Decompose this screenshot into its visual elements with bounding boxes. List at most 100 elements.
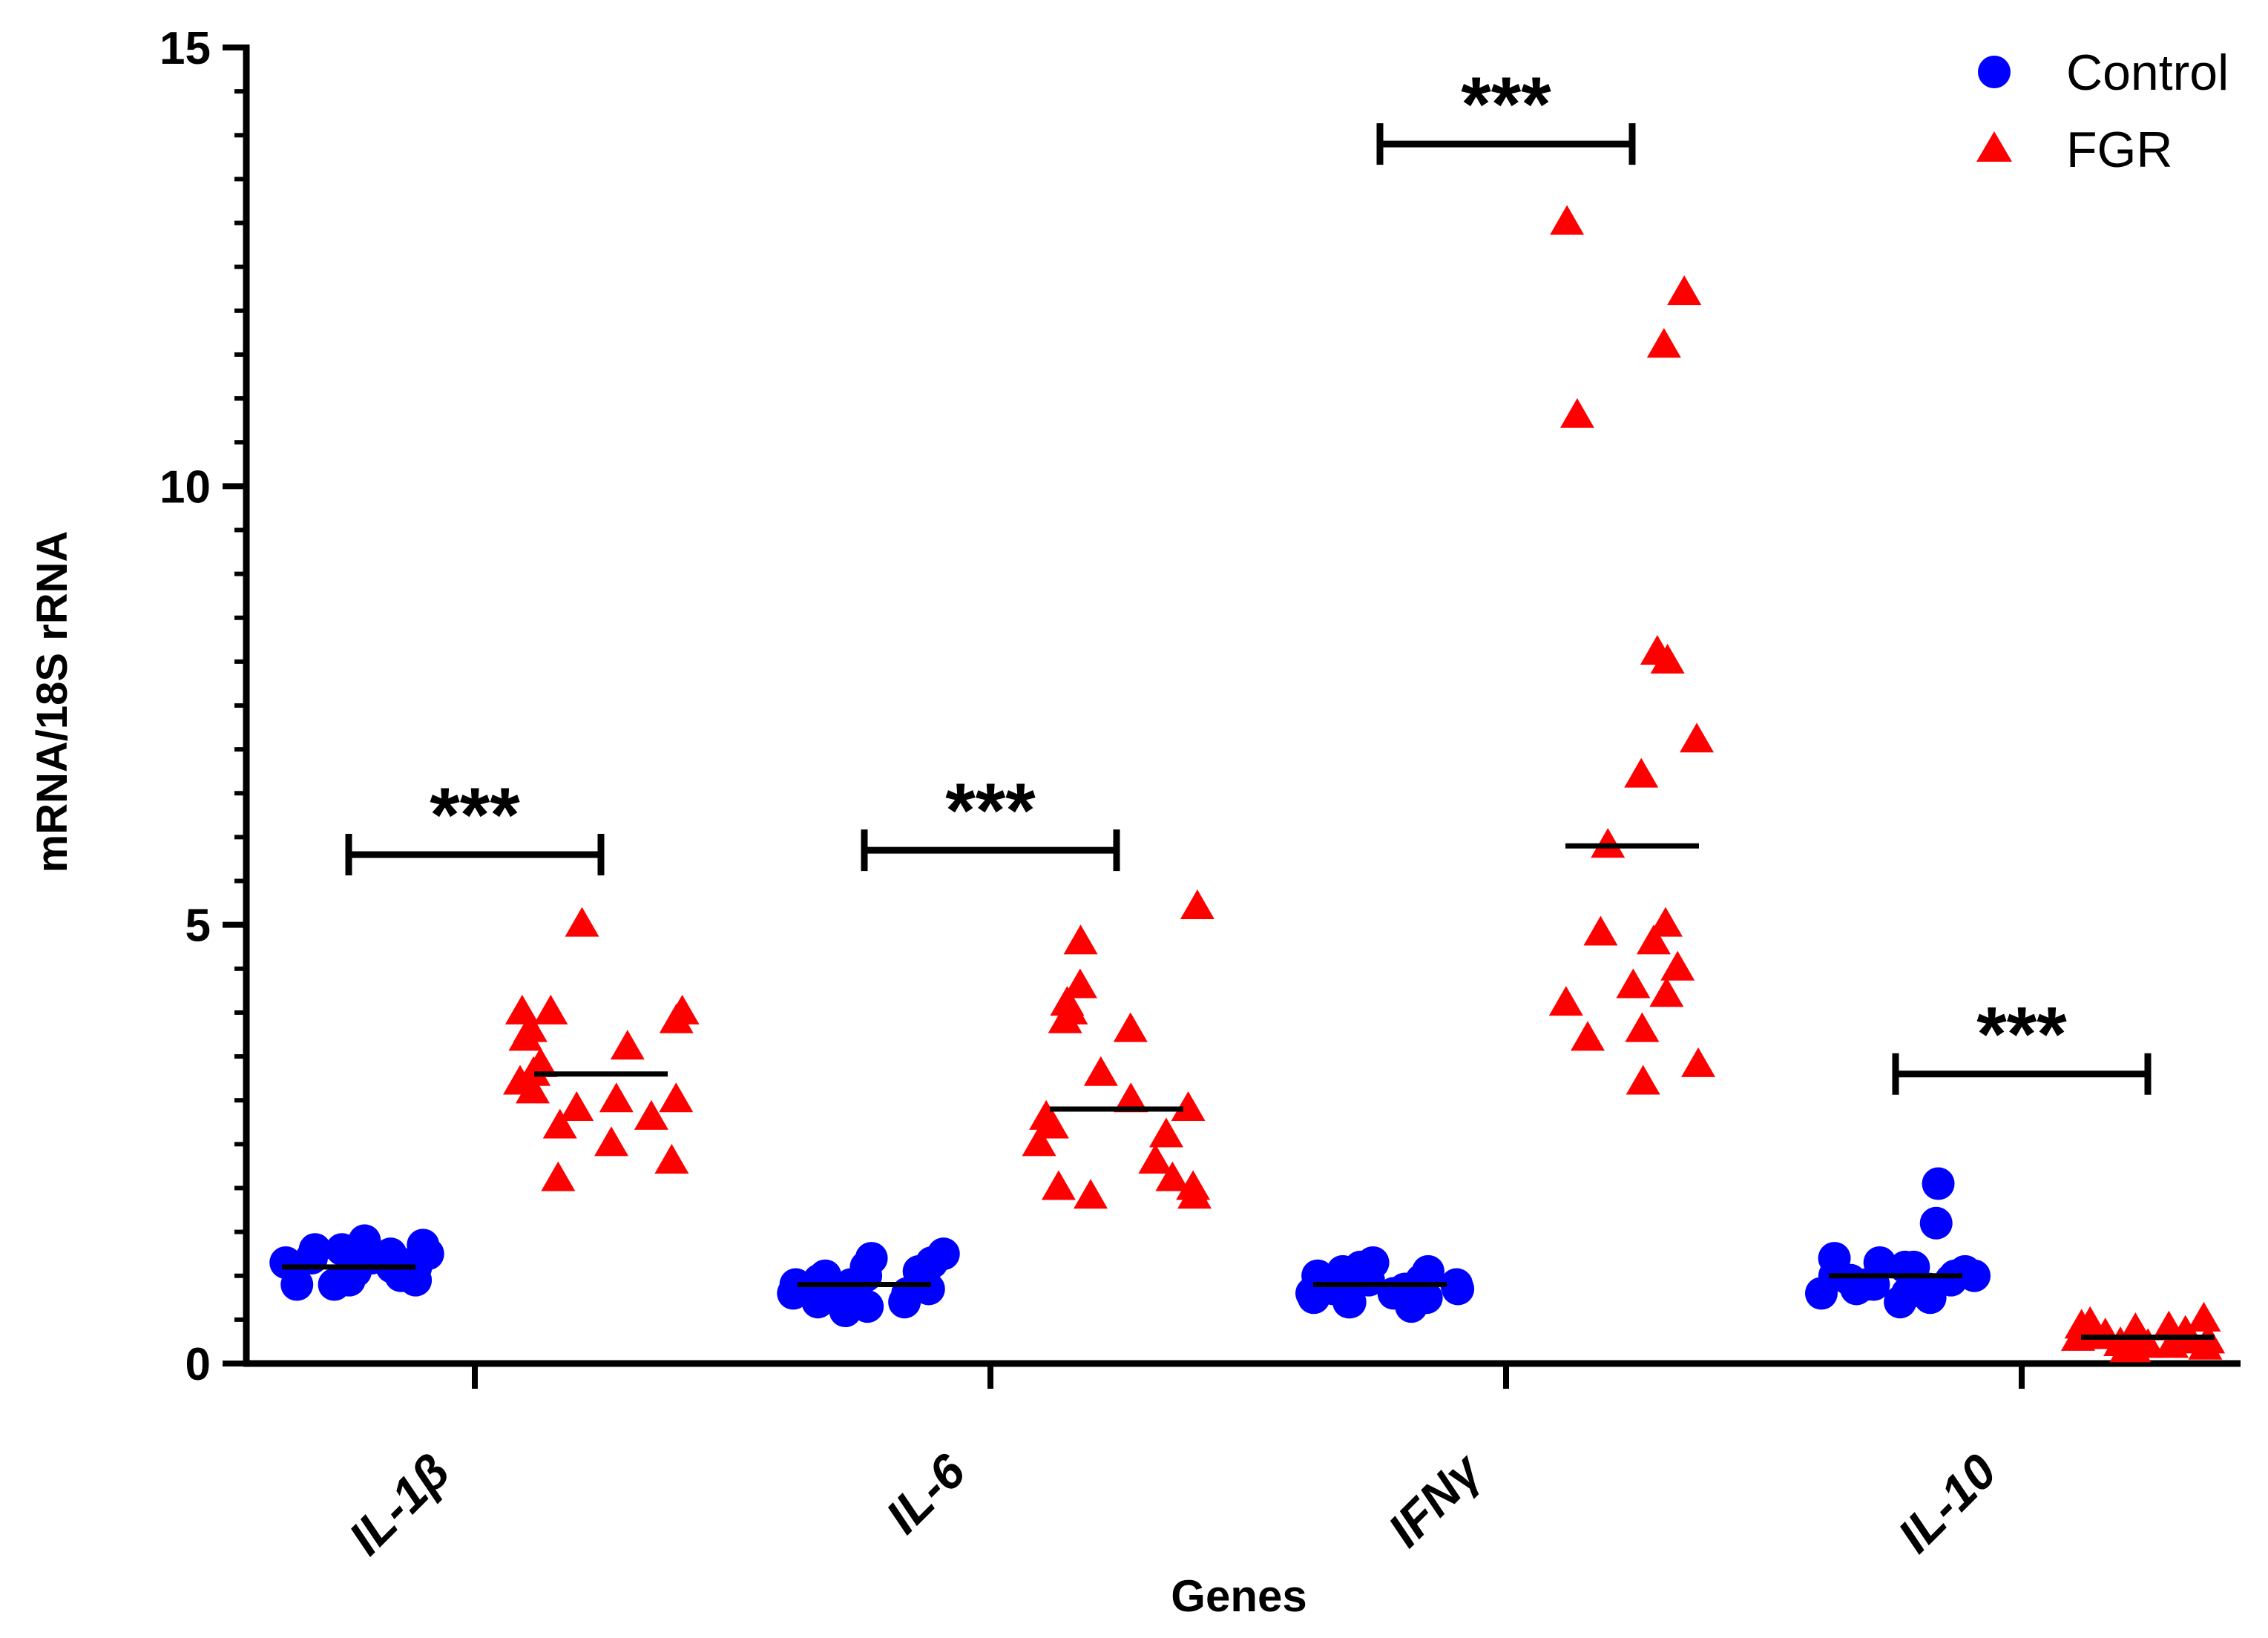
- fgr-point: [1180, 889, 1214, 920]
- significance-label: ***: [1976, 992, 2067, 1078]
- significance-brackets: *** *** *** ***: [345, 62, 2152, 1095]
- significance-bracket: ***: [861, 768, 1120, 872]
- fgr-point: [665, 994, 700, 1024]
- fgr-point: [1681, 1047, 1716, 1077]
- legend-triangle-marker: [1976, 131, 2012, 162]
- fgr-point: [1591, 828, 1626, 858]
- control-point: [269, 1246, 303, 1279]
- fgr-point: [1667, 275, 1702, 306]
- fgr-point: [1113, 1012, 1148, 1042]
- legend-label: FGR: [2066, 122, 2173, 178]
- control-point: [790, 1272, 824, 1306]
- fgr-point: [1625, 1012, 1660, 1042]
- legend-item: FGR: [1976, 122, 2173, 178]
- fgr-point: [1171, 1091, 1206, 1122]
- fgr-point: [533, 994, 568, 1024]
- fgr-point: [1074, 1179, 1108, 1209]
- fgr-point: [1624, 757, 1659, 788]
- significance-label: ***: [430, 772, 520, 858]
- control-point: [1317, 1272, 1350, 1306]
- fgr-point: [1029, 1099, 1064, 1130]
- legend-label: Control: [2066, 45, 2229, 101]
- legend-circle-marker: [1978, 56, 2011, 88]
- fgr-point: [1550, 205, 1585, 235]
- control-point: [855, 1242, 888, 1275]
- control-point: [374, 1237, 407, 1271]
- fgr-point: [1648, 907, 1683, 937]
- fgr-point: [2117, 1332, 2152, 1363]
- control-point: [1405, 1263, 1439, 1297]
- x-tick-label: IL-1β: [338, 1444, 460, 1565]
- mean-lines: [282, 843, 2215, 1341]
- fgr-point: [1063, 924, 1098, 955]
- fgr-point: [659, 1082, 694, 1113]
- y-tick-label: 5: [185, 901, 211, 952]
- significance-label: ***: [1461, 62, 1551, 148]
- fgr-point: [1649, 977, 1684, 1007]
- y-axis-title: mRNA/18S rRNA: [28, 531, 76, 873]
- fgr-point: [1155, 1161, 1190, 1191]
- fgr-point: [1548, 986, 1583, 1016]
- fgr-point: [654, 1143, 689, 1174]
- fgr-point: [565, 907, 599, 937]
- control-point: [1922, 1167, 1955, 1200]
- control-point: [318, 1268, 351, 1301]
- fgr-point: [1583, 915, 1618, 946]
- fgr-point: [1022, 1126, 1056, 1157]
- control-point: [891, 1277, 924, 1310]
- fgr-point: [1571, 1021, 1605, 1051]
- significance-bracket: ***: [345, 772, 605, 876]
- fgr-point: [1559, 398, 1594, 428]
- fgr-point: [2060, 1320, 2095, 1351]
- control-point: [295, 1242, 328, 1275]
- control-point: [1834, 1263, 1867, 1297]
- fgr-point: [513, 1012, 548, 1042]
- y-tick-label: 10: [160, 461, 211, 513]
- y-axis: 0 5 10 15: [160, 23, 250, 1390]
- significance-bracket: ***: [1376, 62, 1636, 165]
- legend: Control FGR: [1976, 45, 2229, 178]
- control-point: [1919, 1206, 1953, 1240]
- fgr-point: [599, 1082, 634, 1113]
- x-tick-label: IL-6: [875, 1443, 976, 1544]
- fgr-point: [1050, 986, 1085, 1016]
- x-tick-label: IL-10: [1887, 1443, 2007, 1562]
- significance-bracket: ***: [1892, 992, 2152, 1095]
- fgr-point: [1114, 1082, 1148, 1113]
- fgr-point: [1176, 1170, 1211, 1200]
- fgr-point: [559, 1091, 594, 1122]
- fgr-point: [1148, 1117, 1183, 1148]
- fgr-point: [1636, 924, 1671, 955]
- fgr-point: [594, 1126, 629, 1157]
- y-tick-label: 0: [185, 1339, 211, 1390]
- control-point: [927, 1237, 960, 1271]
- fgr-point: [1062, 968, 1097, 999]
- significance-label: ***: [945, 768, 1036, 854]
- fgr-point: [542, 1108, 577, 1139]
- fgr-point: [2152, 1310, 2186, 1341]
- fgr-point: [2186, 1301, 2221, 1332]
- control-point: [1912, 1272, 1945, 1306]
- legend-item: Control: [1978, 45, 2229, 101]
- fgr-point: [1680, 723, 1715, 753]
- control-point: [1377, 1277, 1410, 1310]
- fgr-point: [541, 1161, 576, 1191]
- control-point: [826, 1281, 859, 1315]
- fgr-point: [634, 1099, 668, 1130]
- fgr-point: [1640, 635, 1674, 665]
- fgr-point: [1138, 1143, 1173, 1174]
- fgr-point: [504, 994, 539, 1024]
- control-point: [1440, 1268, 1473, 1301]
- fgr-point: [1626, 1065, 1660, 1095]
- fgr-point: [1660, 950, 1695, 981]
- data-points: [269, 205, 2226, 1363]
- fgr-point: [1616, 968, 1651, 999]
- fgr-point: [1041, 1170, 1076, 1200]
- x-axis: IL-1β IL-6 IFNγ IL-10: [243, 1360, 2241, 1565]
- fgr-point: [1646, 328, 1681, 358]
- y-tick-label: 15: [160, 23, 211, 74]
- fgr-point: [523, 1047, 558, 1077]
- x-tick-label: IFNγ: [1377, 1441, 1493, 1557]
- fgr-point: [1083, 1056, 1118, 1086]
